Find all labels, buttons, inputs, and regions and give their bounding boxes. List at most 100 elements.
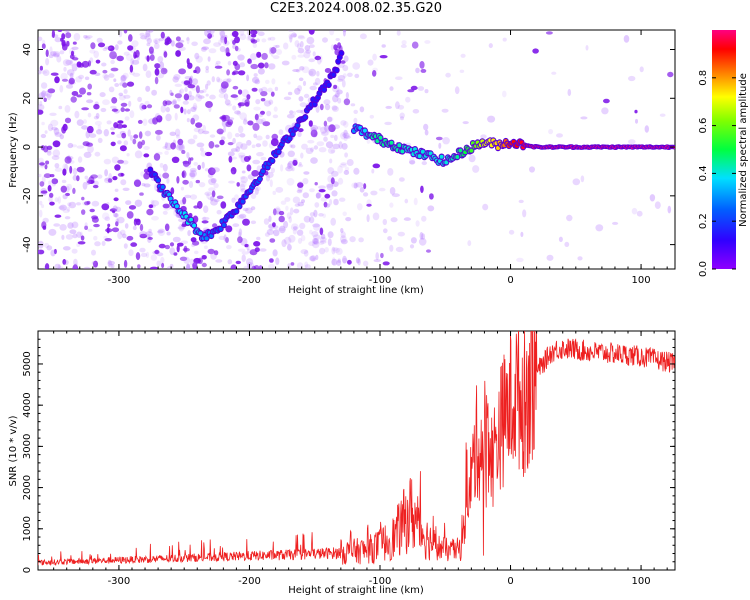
noise-speckle — [326, 183, 334, 191]
noise-speckle — [142, 118, 148, 126]
noise-speckle — [145, 251, 150, 258]
noise-speckle — [184, 164, 192, 169]
noise-speckle — [114, 44, 119, 51]
noise-speckle — [71, 144, 77, 148]
noise-speckle — [316, 126, 322, 130]
noise-speckle — [45, 49, 49, 57]
noise-speckle — [417, 86, 425, 91]
noise-speckle — [113, 212, 118, 218]
noise-speckle — [108, 73, 115, 78]
noise-speckle — [138, 131, 143, 139]
ridge-core — [237, 204, 242, 209]
noise-speckle — [385, 105, 393, 109]
noise-speckle — [93, 103, 100, 110]
noise-speckle — [249, 30, 258, 35]
noise-speckle — [47, 123, 54, 132]
noise-speckle — [409, 160, 416, 165]
noise-speckle — [184, 86, 188, 92]
noise-speckle — [111, 108, 118, 112]
ridge-core — [428, 151, 433, 156]
noise-speckle — [488, 43, 493, 49]
noise-speckle — [312, 223, 320, 228]
noise-speckle — [107, 45, 115, 52]
noise-speckle — [208, 197, 216, 201]
noise-speckle — [236, 47, 241, 52]
noise-speckle — [214, 62, 219, 68]
noise-speckle — [246, 243, 250, 251]
noise-speckle — [389, 202, 394, 208]
noise-speckle — [114, 213, 119, 218]
noise-speckle — [239, 30, 245, 36]
noise-speckle — [63, 66, 67, 72]
noise-speckle — [252, 76, 260, 84]
noise-speckle — [160, 31, 165, 39]
noise-speckle — [223, 234, 227, 242]
noise-speckle — [72, 266, 78, 269]
noise-speckle — [67, 202, 72, 207]
noise-speckle — [195, 122, 203, 128]
noise-speckle — [115, 221, 119, 227]
noise-speckle — [50, 51, 57, 56]
noise-speckle — [40, 82, 48, 89]
noise-speckle — [39, 65, 44, 71]
noise-speckle — [250, 193, 257, 199]
ridge-core — [257, 177, 262, 181]
noise-speckle — [151, 216, 159, 221]
noise-speckle — [240, 176, 246, 180]
noise-speckle — [323, 120, 328, 127]
noise-speckle — [290, 144, 296, 149]
noise-speckle — [309, 188, 315, 193]
noise-speckle — [300, 234, 306, 242]
noise-speckle — [66, 69, 75, 76]
noise-speckle — [200, 147, 204, 152]
noise-speckle — [200, 46, 207, 52]
noise-speckle — [85, 35, 93, 39]
noise-speckle — [290, 223, 299, 231]
ridge-core — [315, 95, 320, 100]
noise-speckle — [102, 47, 108, 52]
noise-speckle — [128, 205, 137, 210]
noise-speckle — [183, 160, 190, 168]
noise-speckle — [94, 120, 102, 126]
noise-speckle — [197, 95, 205, 99]
noise-speckle — [580, 175, 585, 183]
noise-speckle — [130, 242, 138, 247]
noise-speckle — [62, 246, 71, 251]
noise-speckle — [208, 104, 212, 113]
noise-speckle — [289, 110, 294, 115]
noise-speckle — [57, 264, 61, 269]
noise-speckle — [220, 35, 225, 43]
noise-speckle — [339, 197, 346, 202]
noise-speckle — [148, 228, 152, 234]
noise-speckle — [76, 231, 82, 238]
noise-speckle — [154, 63, 161, 69]
noise-speckle — [226, 78, 232, 83]
noise-speckle — [238, 155, 243, 159]
noise-speckle — [407, 89, 415, 93]
noise-speckle — [122, 72, 129, 79]
noise-speckle — [193, 257, 201, 264]
noise-speckle — [302, 80, 307, 86]
noise-speckle — [308, 68, 317, 77]
noise-speckle — [213, 198, 220, 203]
noise-speckle — [38, 249, 40, 254]
noise-speckle — [219, 30, 226, 38]
noise-speckle — [214, 65, 223, 69]
noise-speckle — [53, 52, 60, 58]
noise-speckle — [395, 246, 404, 253]
noise-speckle — [218, 88, 227, 94]
noise-speckle — [297, 182, 304, 189]
noise-speckle — [265, 79, 270, 84]
noise-speckle — [189, 167, 197, 173]
noise-speckle — [355, 182, 364, 188]
noise-speckle — [69, 72, 74, 79]
noise-speckle — [66, 186, 70, 193]
noise-speckle — [327, 167, 335, 175]
noise-speckle — [154, 76, 159, 85]
noise-speckle — [227, 151, 235, 157]
noise-speckle — [117, 40, 123, 45]
noise-speckle — [162, 210, 168, 215]
noise-speckle — [268, 99, 274, 105]
noise-speckle — [261, 38, 267, 43]
